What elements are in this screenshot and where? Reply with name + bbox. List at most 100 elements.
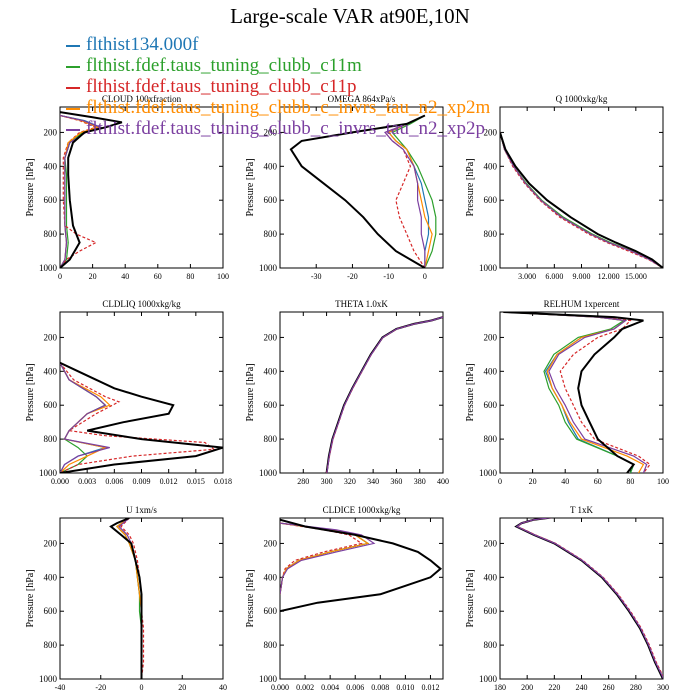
x-tick-label: 60	[594, 477, 602, 486]
series-line	[500, 132, 663, 268]
series-line	[503, 312, 635, 473]
series-line-obs	[109, 518, 143, 679]
y-axis-label: Pressure [hPa]	[465, 363, 476, 421]
plot-frame	[499, 517, 664, 680]
y-axis-label: Pressure [hPa]	[245, 158, 256, 216]
series-line	[500, 132, 663, 268]
x-tick-label: 340	[367, 477, 379, 486]
legend-swatch	[66, 44, 80, 47]
y-tick-label: 600	[44, 606, 58, 616]
chart-panel: RELHUM 1xpercent2004006008001000Pressure…	[465, 299, 669, 486]
y-tick-label: 800	[264, 640, 278, 650]
series-group	[514, 518, 663, 679]
legend: flthist134.000f flthist.fdef.taus_tuning…	[66, 34, 490, 139]
y-tick-label: 200	[264, 127, 278, 137]
x-tick-label: 0.003	[78, 477, 96, 486]
x-tick-label: 0.012	[421, 683, 439, 692]
y-tick-label: 200	[44, 332, 58, 342]
plot-frame	[279, 517, 444, 680]
y-tick-label: 1000	[259, 468, 278, 478]
series-line	[383, 114, 426, 268]
series-line	[503, 312, 651, 473]
legend-item: flthist.fdef.taus_tuning_clubb_c11p	[66, 76, 490, 97]
y-tick-label: 400	[264, 366, 278, 376]
series-group	[60, 361, 223, 473]
x-tick-label: 60	[154, 272, 162, 281]
x-tick-label: 0	[140, 683, 144, 692]
series-group	[60, 111, 123, 268]
series-line	[326, 316, 443, 473]
legend-label: flthist.fdef.taus_tuning_clubb_c11p	[86, 76, 357, 97]
figure-title: Large-scale VAR at90E,10N	[230, 4, 470, 28]
x-tick-label: 0.000	[271, 683, 289, 692]
y-tick-label: 1000	[39, 674, 58, 684]
legend-item: flthist.fdef.taus_tuning_clubb_c_invrs_t…	[66, 118, 490, 139]
x-tick-label: 0.012	[160, 477, 178, 486]
series-line-obs	[60, 361, 223, 473]
x-tick-label: 300	[657, 683, 669, 692]
y-tick-label: 1000	[479, 263, 498, 273]
series-line-obs	[500, 132, 663, 268]
x-tick-label: 0.008	[371, 683, 389, 692]
chart-panel: CLDICE 1000xkg/kg 200 400 600 800 1000 Pressur…	[245, 505, 444, 692]
series-line	[383, 114, 426, 268]
y-tick-label: 400	[44, 572, 58, 582]
legend-item: flthist.fdef.taus_tuning_clubb_c11m	[66, 55, 490, 76]
series-line	[60, 114, 103, 268]
series-line-obs	[503, 312, 644, 473]
x-tick-label: -20	[347, 272, 358, 281]
series-line	[326, 316, 443, 473]
plot-frame	[279, 311, 444, 474]
x-tick-label: 6.000	[545, 272, 563, 281]
chart-panel: CLDLIQ 1000xkg/kg 200 400 600 800 1000 Pressur…	[25, 299, 232, 486]
x-tick-label: 0	[58, 272, 62, 281]
x-tick-label: 200	[521, 683, 533, 692]
x-tick-label: 280	[630, 683, 642, 692]
plot-frame	[499, 106, 664, 269]
x-tick-label: 400	[437, 477, 449, 486]
y-axis-label: Pressure [hPa]	[25, 569, 36, 627]
x-tick-label: 40	[561, 477, 569, 486]
legend-label: flthist.fdef.taus_tuning_clubb_c_invrs_t…	[86, 97, 491, 118]
y-axis-label: Pressure [hPa]	[25, 158, 36, 216]
y-tick-label: 600	[484, 400, 498, 410]
series-line-obs	[325, 316, 443, 473]
series-line	[500, 132, 663, 268]
panel-title: THETA 1.0xK	[335, 299, 388, 309]
y-tick-label: 1000	[259, 674, 278, 684]
y-axis-label: Pressure [hPa]	[25, 363, 36, 421]
x-tick-label: 280	[297, 477, 309, 486]
series-group	[280, 518, 443, 613]
series-line	[500, 132, 663, 268]
x-tick-label: 380	[414, 477, 426, 486]
x-tick-label: 3.000	[518, 272, 536, 281]
plot-frame	[59, 311, 224, 474]
chart-panel: OMEGA 864xPa/s 200 400 600 800 1000 Pressure […	[245, 94, 444, 281]
x-tick-label: 0.000	[51, 477, 69, 486]
series-line-obs	[60, 111, 123, 268]
x-tick-label: 0.006	[346, 683, 364, 692]
x-tick-label: 0	[498, 477, 502, 486]
x-tick-label: 0.015	[187, 477, 205, 486]
y-axis-label: Pressure [hPa]	[465, 158, 476, 216]
chart-panel: T 1xK 200 400 600 800 1000 Pressure [hPa] 180 20…	[465, 505, 669, 692]
y-tick-label: 800	[484, 640, 498, 650]
panel-title: U 1xm/s	[126, 505, 157, 515]
y-tick-label: 1000	[479, 674, 498, 684]
x-tick-label: 100	[217, 272, 229, 281]
y-tick-label: 200	[44, 127, 58, 137]
x-tick-label: 12.000	[598, 272, 620, 281]
y-tick-label: 800	[44, 229, 58, 239]
y-tick-label: 800	[44, 640, 58, 650]
x-tick-label: 220	[548, 683, 560, 692]
series-line	[60, 362, 110, 473]
series-line-obs	[514, 518, 663, 679]
x-tick-label: -10	[383, 272, 394, 281]
legend-swatch	[66, 86, 80, 89]
x-tick-label: 0.006	[105, 477, 123, 486]
series-line	[516, 518, 663, 678]
x-tick-label: 80	[186, 272, 194, 281]
series-line	[60, 362, 216, 473]
y-tick-label: 800	[264, 434, 278, 444]
